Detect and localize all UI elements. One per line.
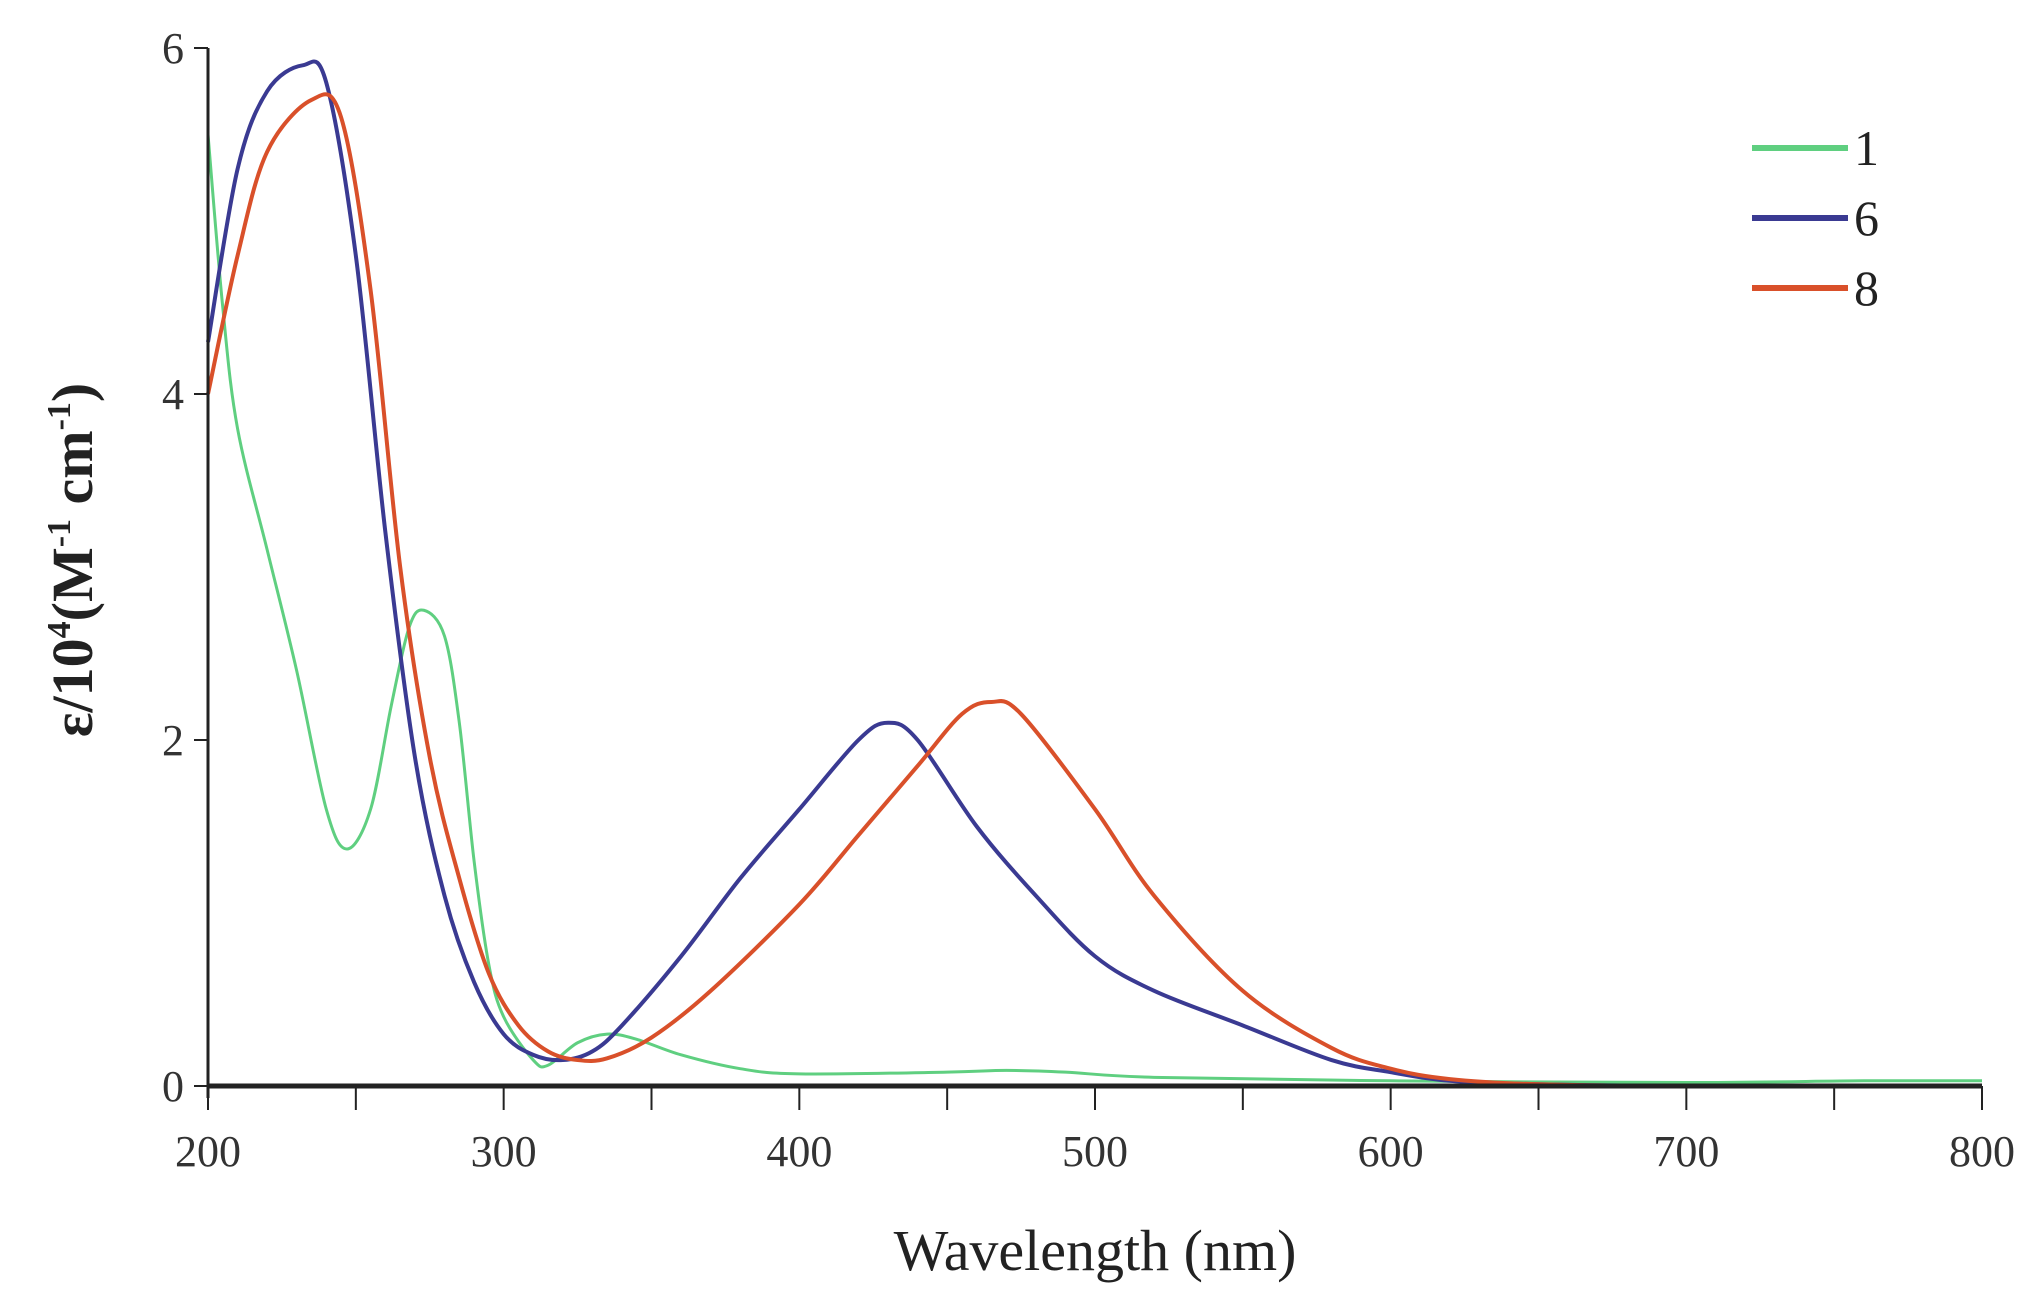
y-tick-label: 2: [162, 716, 184, 765]
legend-label: 1: [1854, 120, 1879, 176]
axes: [194, 47, 1983, 1110]
y-tick-label: 0: [162, 1062, 184, 1111]
y-tick-label: 6: [162, 24, 184, 73]
legend-item-8: 8: [1752, 260, 1879, 316]
x-tick-label: 300: [471, 1127, 537, 1176]
legend-label: 8: [1854, 260, 1879, 316]
series-lines: [206, 59, 1983, 1089]
x-tick-label: 200: [175, 1127, 241, 1176]
x-tick-label: 400: [766, 1127, 832, 1176]
y-tick-labels: 0 2 4 6: [162, 24, 184, 1111]
x-tick-label: 600: [1358, 1127, 1424, 1176]
y-tick-label: 4: [162, 370, 184, 419]
series-line-6: [206, 59, 1983, 1089]
series-line-8: [206, 92, 1983, 1089]
legend: 1 6 8: [1752, 120, 1879, 316]
y-axis-title: ε/104(M-1 cm-1): [40, 383, 105, 738]
x-tick-labels: 200 300 400 500 600 700 800: [175, 1127, 2015, 1176]
x-axis-title: Wavelength (nm): [894, 1218, 1297, 1283]
legend-item-1: 1: [1752, 120, 1879, 176]
x-tick-label: 500: [1062, 1127, 1128, 1176]
legend-label: 6: [1854, 190, 1879, 246]
x-tick-label: 800: [1949, 1127, 2015, 1176]
series-line-1: [206, 134, 1983, 1085]
x-tick-label: 700: [1653, 1127, 1719, 1176]
legend-item-6: 6: [1752, 190, 1879, 246]
